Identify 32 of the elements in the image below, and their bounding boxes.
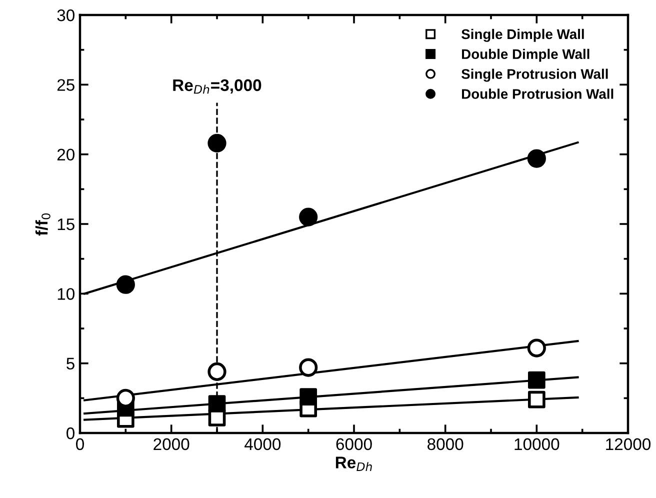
x-tick-label: 6000: [336, 438, 372, 450]
ref-line-label: Re$_{Dh}$=3,000: [173, 79, 262, 94]
y-tick-label: 25: [57, 79, 74, 91]
y-tick-label: 30: [57, 9, 74, 22]
point: [299, 208, 318, 226]
x-tick-label: 12000: [606, 438, 651, 450]
point: [116, 275, 135, 294]
point: [299, 358, 318, 377]
y-tick-label: 15: [58, 218, 74, 230]
y-tick-label: 10: [58, 288, 74, 300]
point: [300, 388, 318, 406]
legend-label: Double Protrusion Wall: [462, 88, 614, 99]
point: [208, 134, 226, 152]
y-tick-label: 20: [57, 148, 74, 161]
point: [527, 338, 546, 358]
y-tick-label: 5: [66, 358, 74, 370]
legend-label: Single Dimple Wall: [461, 28, 584, 42]
point: [208, 362, 226, 381]
x-tick-label: 2000: [154, 438, 190, 450]
point: [528, 390, 546, 408]
x-tick-label: 4000: [244, 438, 281, 450]
x-tick-label: 8000: [428, 438, 464, 450]
x-tick-label: 0: [76, 438, 84, 450]
point: [528, 371, 546, 389]
x-tick-label: 10000: [514, 438, 560, 450]
point: [527, 149, 546, 168]
point: [208, 395, 226, 412]
legend-label: Double Dimple Wall: [462, 48, 590, 62]
x-axis-title: Re$_{Dh}$: [336, 456, 372, 471]
legend-label: Single Protrusion Wall: [461, 68, 608, 82]
y-axis-title: f/f$_{0}$: [35, 213, 50, 236]
y-tick-label: 0: [66, 427, 74, 440]
